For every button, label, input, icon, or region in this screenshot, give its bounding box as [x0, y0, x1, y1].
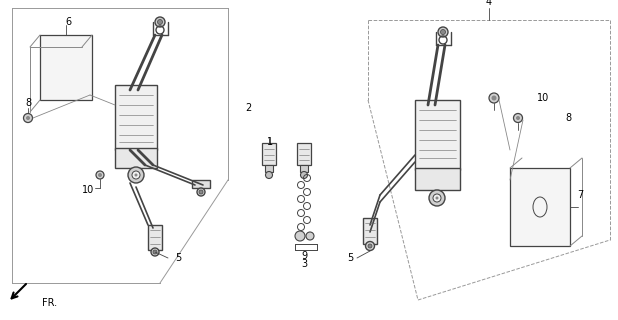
Text: 3: 3: [301, 259, 307, 269]
Circle shape: [516, 116, 520, 120]
Text: 10: 10: [537, 93, 549, 103]
Circle shape: [429, 190, 445, 206]
Bar: [262, 143, 276, 165]
Text: 2: 2: [245, 103, 251, 113]
Circle shape: [135, 173, 137, 177]
Text: 1: 1: [267, 137, 273, 147]
Circle shape: [155, 17, 165, 27]
Circle shape: [132, 171, 140, 179]
Circle shape: [365, 242, 375, 251]
Circle shape: [441, 29, 446, 35]
Text: 8: 8: [25, 98, 31, 108]
Bar: [265, 165, 273, 172]
Bar: [115, 85, 157, 150]
Bar: [297, 143, 311, 165]
Text: 4: 4: [486, 0, 492, 7]
Circle shape: [98, 173, 102, 177]
Text: 9: 9: [301, 251, 307, 261]
Circle shape: [199, 190, 203, 194]
Circle shape: [436, 196, 439, 199]
Circle shape: [295, 231, 305, 241]
Circle shape: [23, 114, 33, 123]
Bar: [415, 168, 460, 190]
Bar: [115, 148, 157, 168]
Text: 8: 8: [565, 113, 571, 123]
Text: 7: 7: [577, 190, 583, 200]
Circle shape: [514, 114, 522, 123]
Circle shape: [158, 20, 163, 25]
Bar: [510, 168, 570, 246]
Text: 10: 10: [82, 185, 94, 195]
Bar: [192, 180, 210, 188]
Circle shape: [433, 194, 441, 202]
Circle shape: [491, 95, 496, 100]
Circle shape: [266, 172, 273, 179]
Text: FR.: FR.: [42, 298, 57, 308]
Circle shape: [128, 167, 144, 183]
Bar: [148, 225, 162, 250]
Bar: [40, 35, 92, 100]
Text: 6: 6: [65, 17, 71, 27]
Circle shape: [489, 93, 499, 103]
Circle shape: [438, 27, 448, 37]
Circle shape: [306, 232, 314, 240]
Text: 5: 5: [347, 253, 353, 263]
Text: 5: 5: [175, 253, 181, 263]
Circle shape: [26, 116, 30, 120]
Circle shape: [151, 248, 159, 256]
Circle shape: [197, 188, 205, 196]
Circle shape: [153, 250, 157, 254]
Bar: [415, 100, 460, 170]
Circle shape: [96, 171, 104, 179]
Bar: [300, 165, 308, 172]
Bar: [363, 218, 377, 244]
Circle shape: [368, 244, 372, 248]
Circle shape: [300, 172, 308, 179]
